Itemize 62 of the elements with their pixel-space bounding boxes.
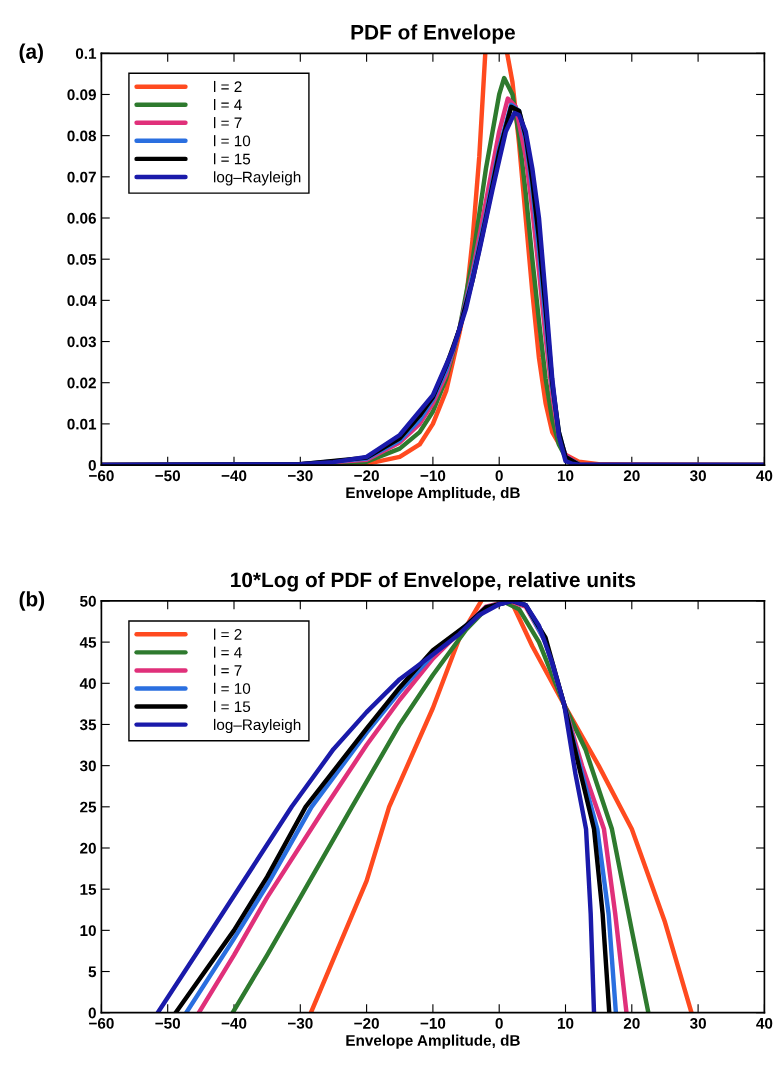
y-tick-label: 0.01 xyxy=(67,418,97,430)
legend-label: l = 10 xyxy=(213,135,251,147)
x-tick-label: −20 xyxy=(354,1017,379,1029)
y-tick-label: 0.09 xyxy=(67,89,96,101)
y-tick-label: 5 xyxy=(88,966,97,978)
y-tick-label: 40 xyxy=(79,678,96,689)
legend-label: l = 10 xyxy=(213,682,251,694)
x-tick-label: 20 xyxy=(623,1017,640,1029)
legend-label: l = 2 xyxy=(213,80,242,92)
x-tick-label: 20 xyxy=(623,470,640,482)
y-tick-label: 20 xyxy=(80,842,96,854)
y-tick-label: 0.1 xyxy=(75,48,97,59)
legend-label: l = 4 xyxy=(213,646,242,658)
y-tick-label: 10 xyxy=(80,925,96,937)
x-tick-label: −20 xyxy=(354,470,379,482)
x-tick-label: 10 xyxy=(557,470,574,482)
legend-label: log–Rayleigh xyxy=(213,718,301,734)
y-tick-label: 0 xyxy=(88,1007,96,1019)
y-tick-label: 30 xyxy=(79,760,96,772)
y-tick-label: 45 xyxy=(79,637,97,648)
x-tick-label: −40 xyxy=(221,470,247,482)
x-tick-label: −50 xyxy=(155,1017,181,1029)
legend-label: log–Rayleigh xyxy=(213,171,301,186)
x-tick-label: −30 xyxy=(287,1017,313,1029)
y-tick-label: 0.05 xyxy=(67,254,97,265)
x-tick-label: −10 xyxy=(420,470,446,482)
x-tick-label: 0 xyxy=(495,1017,503,1029)
y-tick-label: 15 xyxy=(80,884,97,895)
x-tick-label: −10 xyxy=(420,1017,446,1029)
x-tick-label: 40 xyxy=(756,470,773,482)
y-tick-label: 0.02 xyxy=(67,377,96,389)
y-tick-label: 0 xyxy=(88,459,96,471)
text: (a) xyxy=(19,43,43,64)
x-tick-label: 40 xyxy=(756,1017,773,1029)
y-tick-label: 50 xyxy=(80,595,96,607)
y-tick-label: 0.08 xyxy=(67,130,97,142)
x-tick-label: −60 xyxy=(89,470,114,482)
x-axis-title: Envelope Amplitude, dB xyxy=(346,1034,520,1049)
x-tick-label: −60 xyxy=(89,1017,114,1029)
x-tick-label: 10 xyxy=(557,1017,574,1029)
legend-label: l = 15 xyxy=(213,700,251,713)
x-axis-title: Envelope Amplitude, dB xyxy=(346,486,520,502)
y-tick-label: 0.04 xyxy=(67,295,97,307)
y-tick-label: 35 xyxy=(79,719,97,731)
legend-label: l = 15 xyxy=(213,153,251,165)
x-tick-label: −30 xyxy=(287,470,313,482)
chart-title: PDF of Envelope xyxy=(351,24,515,44)
text: (b) xyxy=(19,591,45,611)
x-tick-label: 0 xyxy=(495,470,503,482)
legend-label: l = 4 xyxy=(213,98,242,111)
y-tick-label: 0.03 xyxy=(67,336,96,348)
legend-label: l = 7 xyxy=(213,117,242,129)
x-tick-label: −50 xyxy=(155,470,181,482)
x-tick-label: 30 xyxy=(689,470,706,482)
y-tick-label: 0.07 xyxy=(67,171,96,183)
chart-title: 10*Log of PDF of Envelope, relative units xyxy=(231,571,636,592)
legend-label: l = 7 xyxy=(213,664,242,676)
x-tick-label: 30 xyxy=(689,1017,706,1029)
y-tick-label: 25 xyxy=(80,801,97,813)
x-tick-label: −40 xyxy=(221,1017,247,1029)
y-tick-label: 0.06 xyxy=(67,212,96,224)
legend-label: l = 2 xyxy=(213,628,242,640)
